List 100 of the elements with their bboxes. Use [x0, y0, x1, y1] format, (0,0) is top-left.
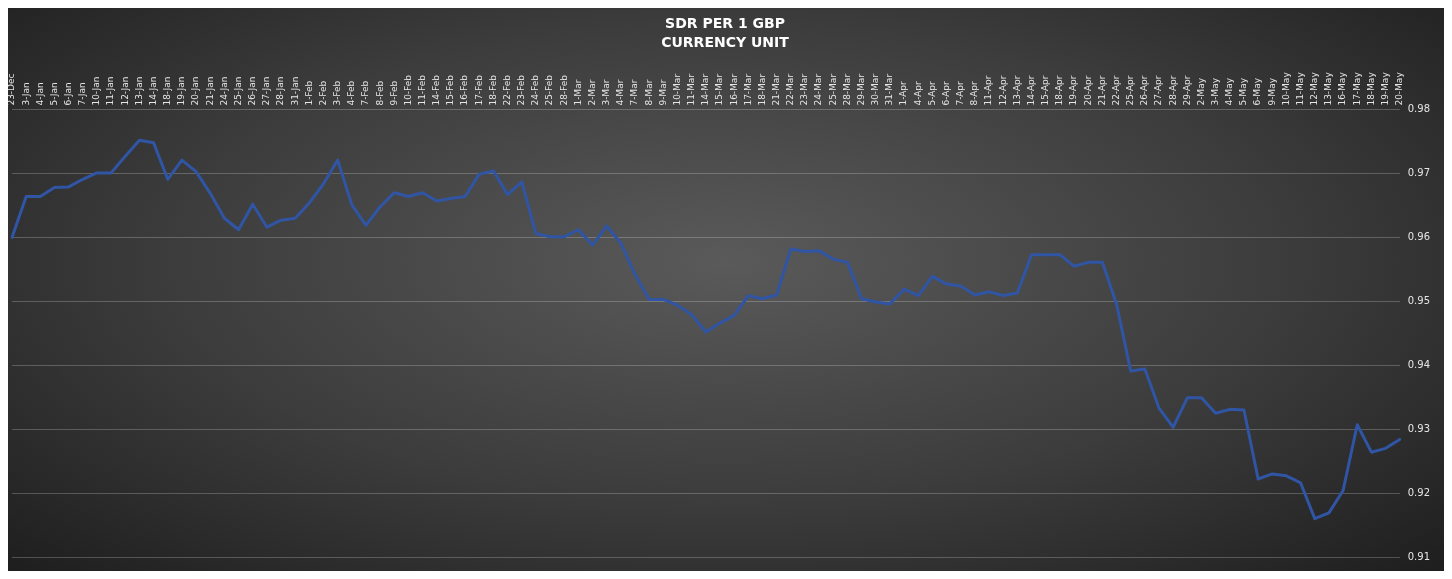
y-tick-label: 0.98: [1407, 103, 1430, 115]
x-tick-label: 23-Feb: [516, 74, 527, 106]
x-tick-label: 29-Mar: [855, 73, 866, 106]
x-tick-label: 18-Feb: [487, 74, 498, 106]
x-tick-label: 14-Apr: [1025, 75, 1036, 106]
x-tick-label: 16-Feb: [459, 74, 470, 106]
x-tick-label: 14-Jan: [147, 76, 158, 106]
x-tick-label: 11-Apr: [983, 75, 994, 106]
y-tick-label: 0.92: [1407, 486, 1430, 498]
y-tick-label: 0.94: [1407, 358, 1430, 370]
x-tick-label: 21-Mar: [771, 73, 782, 106]
x-tick-label: 15-Mar: [714, 73, 725, 106]
x-tick-label: 6-Apr: [940, 80, 951, 106]
x-tick-label: 7-Feb: [360, 80, 371, 106]
x-tick-label: 25-Apr: [1125, 75, 1136, 106]
x-tick-label: 25-Feb: [544, 74, 555, 106]
x-tick-label: 23-Dec: [6, 73, 17, 106]
x-tick-label: 22-Mar: [785, 73, 796, 106]
x-tick-label: 27-Apr: [1153, 75, 1164, 106]
x-tick-label: 27-Jan: [261, 76, 272, 106]
x-tick-label: 9-Feb: [388, 80, 399, 106]
x-tick-label: 26-Jan: [247, 76, 258, 106]
x-tick-label: 5-May: [1238, 77, 1249, 106]
x-tick-label: 9-May: [1266, 77, 1277, 106]
x-tick-label: 5-Apr: [926, 80, 937, 106]
x-tick-label: 14-Feb: [431, 74, 442, 106]
x-tick-label: 8-Apr: [969, 80, 980, 106]
x-tick-label: 21-Jan: [204, 76, 215, 106]
x-tick-label: 7-Apr: [955, 80, 966, 106]
x-tick-label: 3-Jan: [20, 82, 31, 106]
x-tick-label: 2-May: [1195, 77, 1206, 106]
x-tick-label: 10-Jan: [91, 76, 102, 106]
x-tick-label: 21-Apr: [1096, 75, 1107, 106]
x-tick-label: 11-Mar: [686, 73, 697, 106]
x-tick-label: 14-Mar: [700, 73, 711, 106]
x-tick-label: 6-May: [1252, 77, 1263, 106]
x-tick-label: 31-Mar: [884, 73, 895, 106]
x-tick-label: 10-May: [1280, 71, 1291, 106]
x-tick-label: 2-Mar: [586, 79, 597, 106]
x-tick-label: 13-Jan: [133, 76, 144, 106]
x-tick-label: 7-Jan: [77, 82, 88, 106]
y-tick-label: 0.91: [1407, 550, 1430, 562]
x-tick-label: 9-Mar: [657, 79, 668, 106]
x-tick-label: 4-Apr: [912, 80, 923, 106]
x-tick-label: 8-Feb: [374, 80, 385, 106]
x-tick-label: 1-Apr: [898, 80, 909, 106]
x-tick-label: 3-Mar: [601, 79, 612, 106]
x-tick-label: 18-Mar: [756, 73, 767, 106]
x-tick-label: 19-Jan: [176, 76, 187, 106]
x-tick-label: 1-Feb: [303, 80, 314, 106]
x-tick-label: 4-Jan: [34, 82, 45, 106]
x-tick-label: 6-Jan: [62, 82, 73, 106]
x-tick-label: 24-Jan: [218, 76, 229, 106]
x-tick-label: 29-Apr: [1181, 75, 1192, 106]
x-tick-label: 13-Apr: [1011, 75, 1022, 106]
x-tick-label: 25-Mar: [827, 73, 838, 106]
x-tick-label: 28-Jan: [275, 76, 286, 106]
x-tick-label: 7-Mar: [629, 79, 640, 106]
x-tick-label: 17-Feb: [473, 74, 484, 106]
x-tick-label: 11-Feb: [417, 74, 427, 106]
x-tick-label: 28-Feb: [558, 74, 569, 106]
y-tick-label: 0.97: [1407, 167, 1430, 179]
x-tick-label: 18-Apr: [1054, 75, 1065, 106]
x-tick-label: 3-May: [1209, 77, 1220, 106]
x-tick-label: 11-Jan: [105, 76, 116, 106]
x-tick-label: 20-Jan: [190, 76, 201, 106]
x-tick-label: 24-Feb: [530, 74, 541, 106]
x-tick-label: 26-Apr: [1139, 75, 1150, 106]
x-tick-label: 16-May: [1337, 71, 1348, 106]
x-tick-label: 5-Jan: [48, 82, 59, 106]
x-tick-label: 12-Apr: [997, 75, 1008, 106]
x-tick-label: 20-Apr: [1082, 75, 1093, 106]
x-tick-label: 30-Mar: [870, 73, 881, 106]
x-tick-label: 10-Feb: [402, 74, 413, 106]
x-tick-label: 4-Mar: [615, 79, 626, 106]
x-tick-label: 15-Apr: [1040, 75, 1051, 106]
x-tick-label: 4-Feb: [346, 80, 357, 106]
x-tick-label: 25-Jan: [232, 76, 243, 106]
x-tick-label: 10-Mar: [671, 73, 682, 106]
x-tick-label: 22-Feb: [501, 74, 512, 106]
x-tick-label: 19-Apr: [1068, 75, 1079, 106]
x-tick-label: 3-Feb: [332, 80, 343, 106]
x-tick-label: 17-May: [1351, 71, 1362, 106]
y-tick-label: 0.96: [1407, 231, 1430, 243]
x-tick-label: 13-May: [1323, 71, 1334, 106]
x-tick-label: 12-Jan: [119, 76, 130, 106]
x-tick-label: 8-Mar: [643, 79, 654, 106]
x-tick-label: 23-Mar: [799, 73, 810, 106]
x-tick-label: 4-May: [1224, 77, 1235, 106]
x-tick-label: 16-Mar: [728, 73, 739, 106]
chart-title: SDR PER 1 GBP: [665, 15, 785, 32]
y-tick-label: 0.95: [1407, 294, 1430, 306]
x-tick-label: 20-May: [1394, 71, 1405, 106]
x-tick-label: 18-Jan: [162, 76, 173, 106]
chart-subtitle: CURRENCY UNIT: [661, 33, 790, 50]
x-tick-label: 28-Apr: [1167, 75, 1178, 106]
x-tick-label: 1-Mar: [572, 79, 583, 106]
x-tick-label: 22-Apr: [1110, 75, 1121, 106]
x-tick-label: 12-May: [1309, 71, 1320, 106]
y-tick-label: 0.93: [1407, 422, 1430, 434]
